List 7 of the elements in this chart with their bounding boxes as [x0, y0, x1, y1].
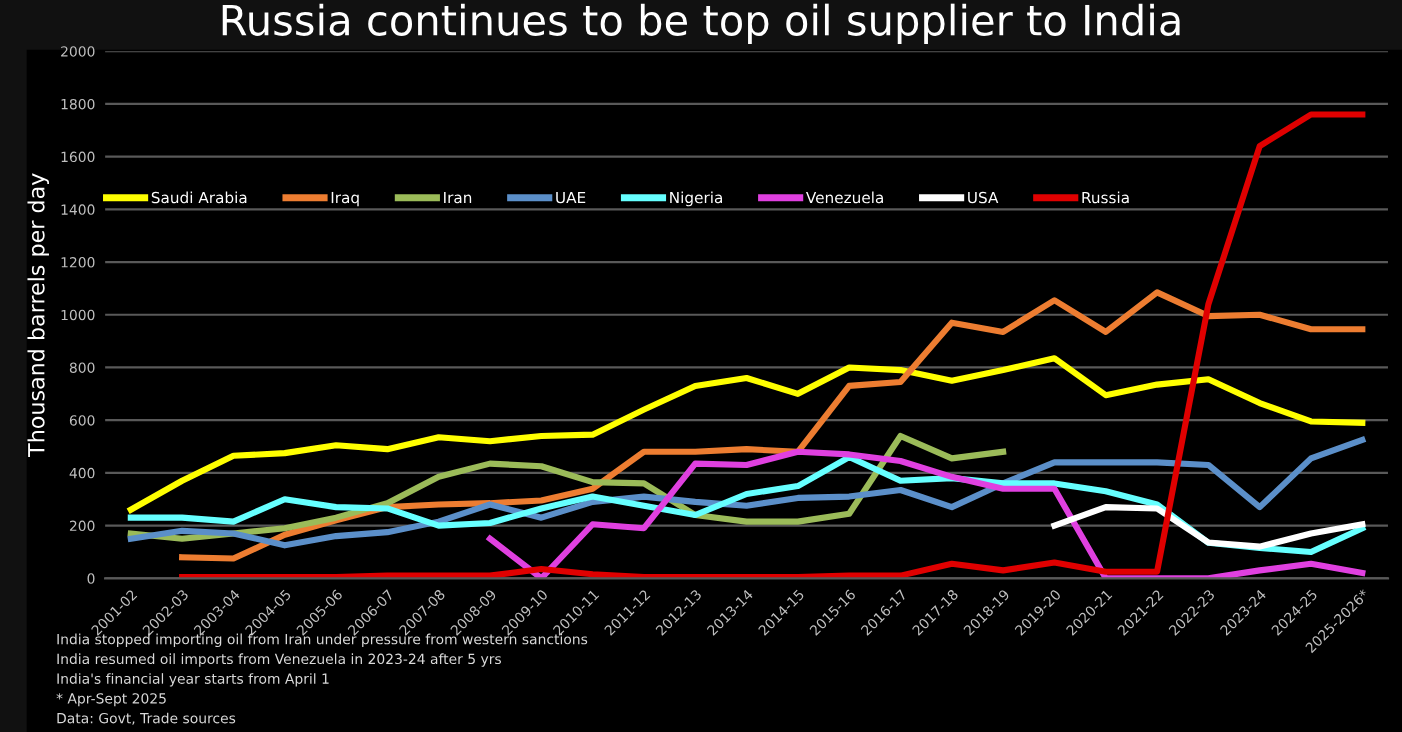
line-series: [179, 289, 1366, 562]
line-series: [486, 448, 1366, 579]
line-series: [127, 355, 1366, 513]
chart-title: Russia continues to be top oil supplier to India: [222, 3, 1180, 44]
line-series: [1051, 504, 1366, 550]
y-axis-title: Thousand barrels per day: [27, 173, 49, 457]
line-series: [127, 436, 1366, 549]
